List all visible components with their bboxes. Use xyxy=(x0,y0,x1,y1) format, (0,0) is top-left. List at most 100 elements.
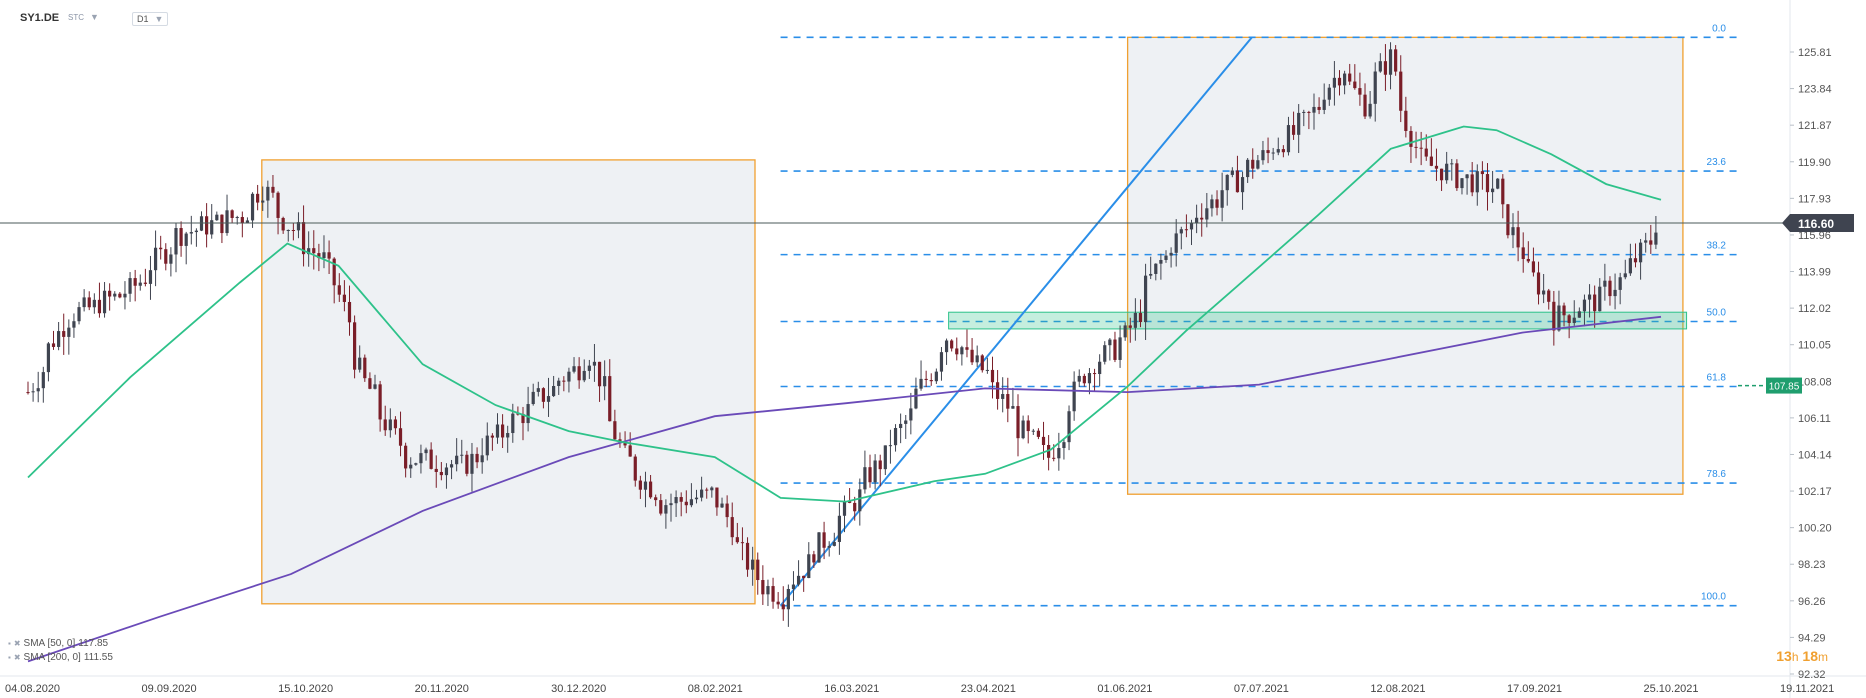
candle-body xyxy=(893,428,898,446)
candle-body xyxy=(812,554,816,563)
candle-body xyxy=(138,282,142,286)
candle-body xyxy=(1460,178,1464,189)
candle-body xyxy=(1613,289,1617,297)
indicator-badge xyxy=(1766,377,1802,394)
candle-body xyxy=(205,216,209,235)
close-icon[interactable]: ✖ xyxy=(13,639,21,648)
candle-body xyxy=(1047,445,1051,458)
candle-body xyxy=(1383,61,1388,75)
candle-body xyxy=(587,365,591,371)
candle-body xyxy=(1143,275,1148,323)
candle-body xyxy=(863,467,867,490)
candle-body xyxy=(1210,199,1214,209)
candle-body xyxy=(1205,208,1209,220)
candle-body xyxy=(1174,233,1178,253)
candle-body xyxy=(1266,150,1270,154)
y-tick-label: 121.87 xyxy=(1798,120,1832,132)
candle-body xyxy=(888,445,893,447)
legend-sma200[interactable]: ▪ ✖ SMA [200, 0] 111.55 xyxy=(8,652,113,663)
candle-body xyxy=(1506,204,1510,236)
timer-h-unit: h xyxy=(1791,650,1799,664)
candle-body xyxy=(189,232,193,234)
candle-body xyxy=(470,453,474,474)
candle-body xyxy=(460,454,464,456)
candle-body xyxy=(388,419,392,431)
candle-body xyxy=(46,343,51,373)
candle-body xyxy=(250,193,255,221)
candle-body xyxy=(1302,111,1306,113)
candle-body xyxy=(1200,217,1204,220)
candle-body xyxy=(36,388,40,392)
candle-body xyxy=(347,301,352,323)
candle-body xyxy=(725,503,729,518)
candle-body xyxy=(1246,159,1250,178)
candle-body xyxy=(148,270,153,284)
candle-body xyxy=(950,340,954,349)
candle-body xyxy=(301,222,306,255)
candle-body xyxy=(1052,457,1056,459)
candle-body xyxy=(449,464,454,468)
candle-body xyxy=(730,517,734,538)
x-tick-label: 12.08.2021 xyxy=(1370,683,1425,695)
candle-body xyxy=(1215,199,1219,208)
candle-body xyxy=(740,542,745,544)
candle-body xyxy=(623,442,627,446)
candle-body xyxy=(541,388,546,402)
candle-body xyxy=(521,413,525,424)
candle-body xyxy=(353,322,357,370)
candle-body xyxy=(628,445,632,457)
candle-body xyxy=(266,186,270,201)
source-selector[interactable]: STC ▼ xyxy=(68,12,99,22)
candle-body xyxy=(1072,381,1076,412)
candle-body xyxy=(1654,232,1658,245)
x-tick-label: 04.08.2020 xyxy=(5,683,60,695)
symbol-label[interactable]: SY1.DE xyxy=(20,12,60,24)
candle-body xyxy=(735,537,739,543)
candle-body xyxy=(1399,71,1403,111)
candle-body xyxy=(1373,71,1377,104)
candle-body xyxy=(57,331,61,347)
drag-icon[interactable]: ▪ xyxy=(8,639,11,648)
candle-body xyxy=(638,480,642,490)
y-tick-label: 98.23 xyxy=(1798,559,1826,571)
candle-body xyxy=(1638,242,1643,263)
candle-body xyxy=(332,258,336,286)
candle-body xyxy=(995,382,1000,399)
candle-body xyxy=(1644,240,1648,243)
candle-body xyxy=(756,559,760,581)
candle-body xyxy=(909,408,913,421)
candle-body xyxy=(643,481,648,490)
candle-body xyxy=(700,489,704,498)
candle-body xyxy=(592,361,597,366)
timeframe-selector[interactable]: D1 ▼ xyxy=(132,12,169,26)
y-tick-label: 94.29 xyxy=(1798,632,1826,644)
candle-body xyxy=(240,217,244,223)
candle-body xyxy=(235,217,239,219)
y-tick-label: 104.14 xyxy=(1798,449,1832,461)
candle-body xyxy=(281,217,285,231)
candle-body xyxy=(1307,111,1311,113)
y-tick-label: 106.11 xyxy=(1798,413,1831,425)
sma50-line xyxy=(27,125,1662,503)
candle-body xyxy=(506,433,510,438)
candle-body xyxy=(1082,375,1086,384)
candle-body xyxy=(1633,258,1638,263)
candle-body xyxy=(434,468,438,472)
candle-body xyxy=(164,249,168,264)
candle-body xyxy=(1572,317,1576,323)
legend-sma50[interactable]: ▪ ✖ SMA [50, 0] 117.85 xyxy=(8,638,108,649)
indicator-badge-label: 107.85 xyxy=(1769,382,1800,393)
candle-body xyxy=(873,460,877,483)
x-tick-label: 30.12.2020 xyxy=(551,683,606,695)
candle-body xyxy=(1649,240,1653,245)
candle-body xyxy=(603,376,607,387)
candle-body xyxy=(312,248,316,254)
candle-body xyxy=(659,500,663,514)
candle-body xyxy=(1189,223,1194,230)
candle-body xyxy=(480,455,484,463)
close-icon[interactable]: ✖ xyxy=(13,653,21,662)
candle-body xyxy=(276,192,280,218)
drag-icon[interactable]: ▪ xyxy=(8,653,11,662)
x-tick-label: 07.07.2021 xyxy=(1234,683,1289,695)
